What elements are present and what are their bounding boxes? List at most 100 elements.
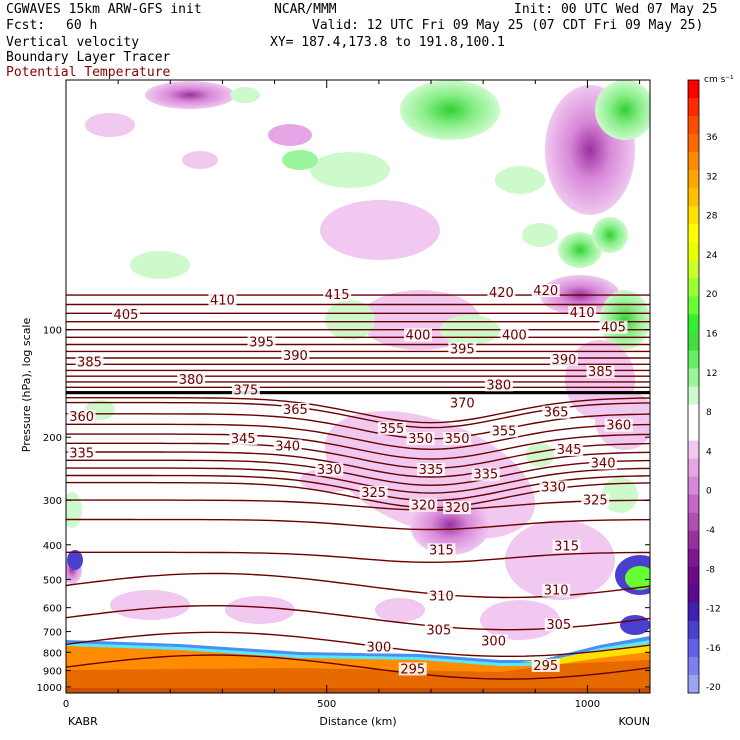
colorbar-swatch (688, 152, 699, 171)
colorbar-label: 4 (706, 447, 712, 457)
y-tick-label: 900 (43, 667, 62, 678)
theta-label: 345 (557, 443, 582, 458)
colorbar-swatch (688, 350, 699, 369)
theta-label: 335 (419, 463, 444, 478)
theta-label: 335 (69, 446, 94, 461)
colorbar-swatch (688, 674, 699, 694)
model-title: CGWAVES 15km ARW-GFS init (6, 2, 202, 17)
theta-label-bg (552, 539, 581, 553)
theta-label: 415 (325, 288, 350, 303)
theta-contour (66, 442, 650, 470)
theta-contour (66, 467, 650, 494)
left-endpoint-label: KABR (68, 715, 98, 728)
theta-contour (66, 413, 650, 440)
y-tick-label: 300 (43, 496, 62, 507)
theta-label-bg (364, 640, 393, 654)
x-tick-label: 500 (317, 699, 336, 710)
y-tick-label: 400 (43, 541, 62, 552)
colorbar-swatch (688, 368, 699, 387)
theta-label-bg (75, 355, 104, 369)
theta-label-bg (406, 432, 435, 446)
theta-contour (66, 459, 650, 487)
theta-label: 300 (366, 640, 391, 655)
colorbar-units: cm s⁻¹ (704, 75, 734, 85)
init-time: Init: 00 UTC Wed 07 May 25 (514, 2, 718, 17)
potential-temperature-labels: 410 415 420 420 405 410 405 395 390 400 395 400 390 3… (67, 284, 633, 677)
theta-label-bg (424, 623, 453, 637)
theta-contour (66, 499, 650, 511)
theta-label: 340 (591, 457, 616, 472)
theta-contour (66, 433, 650, 460)
colorbar-swatch (688, 260, 699, 279)
colorbar-swatch (688, 314, 699, 333)
theta-label: 310 (544, 584, 569, 599)
field-boundary-layer: Boundary Layer Tracer (6, 50, 171, 65)
theta-label: 410 (570, 306, 595, 321)
colorbar-swatch (688, 242, 699, 261)
colorbar-swatch (688, 80, 699, 99)
theta-label: 300 (481, 634, 506, 649)
theta-label: 295 (400, 662, 425, 677)
theta-label-bg (443, 432, 472, 446)
theta-label: 390 (283, 349, 308, 364)
theta-label: 340 (275, 439, 300, 454)
theta-label: 350 (445, 432, 470, 447)
org-label: NCAR/MMM (274, 2, 337, 17)
theta-label: 410 (210, 294, 235, 309)
colorbar-swatch (688, 332, 699, 351)
theta-label-bg (589, 456, 618, 470)
colorbar-label: 36 (706, 133, 718, 143)
x-tick-label: 0 (63, 699, 69, 710)
colorbar-swatch (688, 602, 699, 622)
theta-label-bg (315, 462, 344, 476)
theta-label: 325 (361, 486, 386, 501)
theta-label: 295 (533, 659, 558, 674)
colorbar-swatch (688, 98, 699, 117)
y-tick-label: 100 (43, 326, 62, 337)
colorbar-label: 8 (706, 408, 712, 418)
theta-label-bg (586, 364, 615, 378)
colorbar-label: -8 (706, 565, 715, 575)
colorbar-swatch (688, 206, 699, 225)
colorbar-swatch (688, 386, 699, 405)
theta-label: 365 (283, 403, 308, 418)
y-tick-label: 800 (43, 648, 62, 659)
theta-label-bg (471, 467, 500, 481)
colorbar-swatch (688, 296, 699, 315)
theta-label: 315 (554, 540, 579, 555)
fcst-value: 60 h (66, 18, 98, 33)
theta-label-bg (542, 405, 571, 419)
right-endpoint-label: KOUN (618, 715, 650, 728)
theta-label: 420 (489, 286, 514, 301)
theta-label-bg (67, 410, 96, 424)
theta-label: 390 (552, 353, 577, 368)
theta-label: 350 (408, 432, 433, 447)
theta-label: 380 (179, 373, 204, 388)
colorbar-swatch (688, 224, 699, 243)
field-potential-temperature: Potential Temperature (6, 65, 171, 80)
x-tick-label: 1000 (575, 699, 600, 710)
theta-label: 355 (492, 424, 517, 439)
theta-label: 395 (450, 342, 475, 357)
theta-label: 380 (486, 378, 511, 393)
theta-label-bg (359, 485, 388, 499)
theta-label: 335 (473, 468, 498, 483)
theta-label-bg (604, 418, 633, 432)
colorbar-swatch (688, 440, 699, 460)
theta-label-bg (231, 383, 260, 397)
colorbar-swatch (688, 638, 699, 658)
theta-label-bg (544, 618, 573, 632)
theta-label-bg (487, 286, 516, 300)
colorbar-label: 28 (706, 212, 718, 222)
colorbar-label: -16 (706, 644, 721, 654)
fcst-label: Fcst: (6, 18, 46, 33)
theta-contour (66, 397, 650, 424)
theta-label-bg (581, 493, 610, 507)
theta-contour (66, 631, 650, 657)
valid-time: Valid: 12 UTC Fri 09 May 25 (07 CDT Fri … (312, 18, 704, 33)
theta-label-bg (323, 287, 352, 301)
colorbar-label: 0 (706, 487, 712, 497)
theta-label: 360 (69, 410, 94, 425)
theta-label: 385 (588, 365, 613, 380)
